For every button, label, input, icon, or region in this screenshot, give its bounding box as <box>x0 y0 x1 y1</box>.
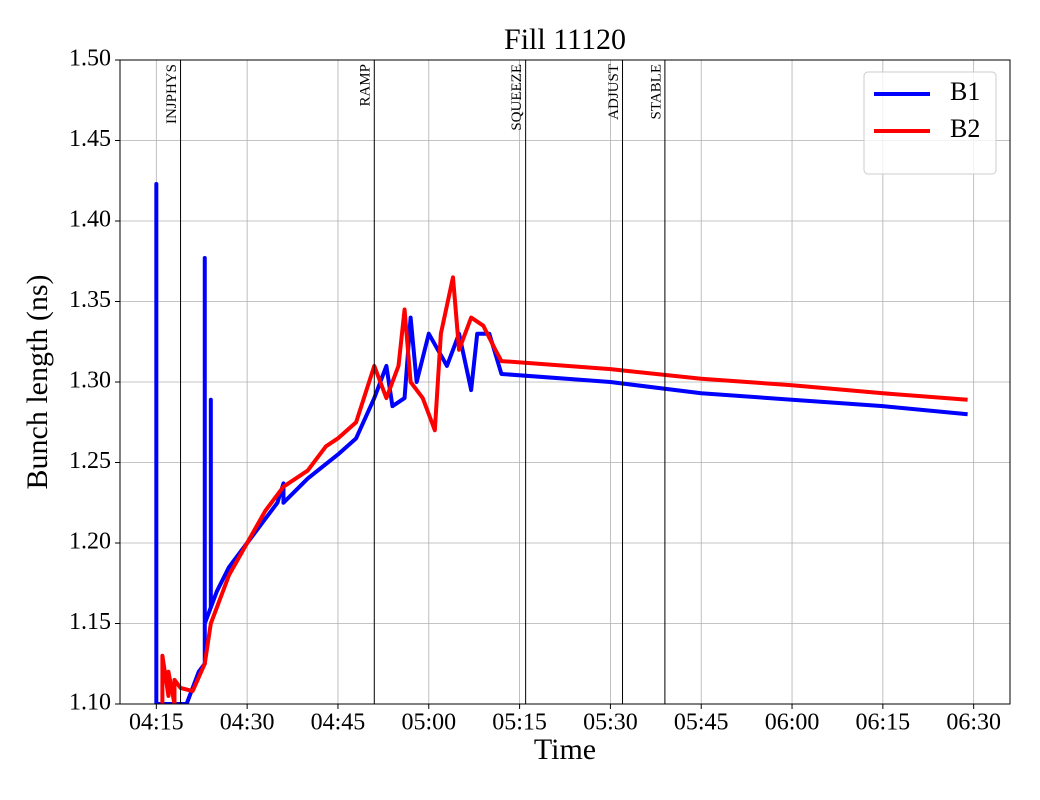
x-tick-label: 04:45 <box>311 710 366 736</box>
y-tick-label: 1.45 <box>69 126 111 152</box>
y-axis-label: Bunch length (ns) <box>21 275 54 490</box>
chart-title: Fill 11120 <box>504 23 626 56</box>
x-tick-label: 06:15 <box>856 710 911 736</box>
series-line <box>154 181 968 704</box>
phase-label: INJPHYS <box>164 64 180 124</box>
x-tick-label: 06:00 <box>765 710 820 736</box>
phase-label: STABLE <box>648 64 664 119</box>
x-tick-label: 05:00 <box>401 710 456 736</box>
legend-label: B1 <box>950 77 980 106</box>
x-tick-label: 05:30 <box>583 710 638 736</box>
y-tick-label: 1.35 <box>69 287 111 313</box>
legend-box <box>863 71 997 175</box>
x-axis-label: Time <box>534 733 596 766</box>
y-tick-label: 1.50 <box>69 46 111 72</box>
y-tick-label: 1.10 <box>69 690 111 716</box>
y-tick-label: 1.25 <box>69 448 111 474</box>
x-tick-label: 04:15 <box>129 710 184 736</box>
y-tick-label: 1.15 <box>69 609 111 635</box>
y-tick-label: 1.30 <box>69 368 111 394</box>
x-tick-label: 05:15 <box>492 710 547 736</box>
phase-label: SQUEEZE <box>509 64 525 131</box>
y-tick-label: 1.20 <box>69 529 111 555</box>
x-tick-label: 04:30 <box>220 710 275 736</box>
legend-label: B2 <box>950 114 980 143</box>
x-tick-label: 05:45 <box>674 710 729 736</box>
y-tick-label: 1.40 <box>69 207 111 233</box>
x-tick-label: 06:30 <box>946 710 1001 736</box>
phase-label: ADJUST <box>606 64 622 120</box>
phase-label: RAMP <box>358 64 374 107</box>
